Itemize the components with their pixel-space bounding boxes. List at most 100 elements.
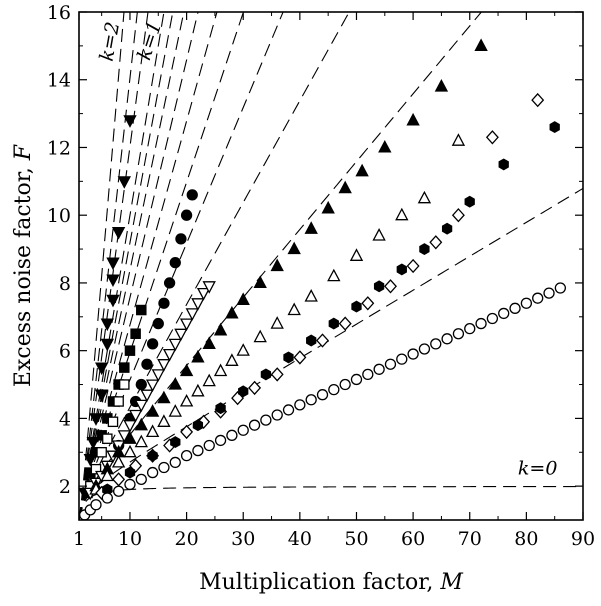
data-point-circle-open (350, 373, 363, 386)
data-point-triangle-up-open (157, 414, 171, 427)
data-point-diamond-open (451, 208, 465, 223)
data-point-hexagon-filled (192, 419, 204, 432)
data-point-triangle-up-open (179, 394, 194, 407)
data-point-circle-filled (152, 317, 164, 330)
annotation-1: k=1 (133, 18, 166, 62)
data-point-triangle-up-filled (191, 349, 205, 363)
data-point-circle-filled (163, 277, 176, 289)
data-point-circle-open (532, 292, 544, 304)
data-point-circle-open (384, 358, 397, 370)
reference-line-12 (79, 12, 138, 520)
data-point-triangle-down-filled (117, 176, 131, 189)
data-point-hexagon-filled (283, 351, 294, 364)
data-point-circle-open (146, 466, 159, 479)
data-point-triangle-up-filled (355, 163, 369, 177)
data-point-circle-open (90, 499, 102, 511)
data-point-hexagon-filled (351, 300, 362, 313)
data-point-circle-open (486, 312, 499, 325)
data-point-circle-filled (135, 378, 147, 391)
y-tick-label: 16 (47, 2, 71, 24)
data-point-circle-open (509, 302, 521, 314)
data-point-triangle-down-filled (106, 274, 120, 287)
reference-line-5 (79, 12, 244, 520)
data-point-triangle-down-filled (123, 115, 137, 128)
data-point-triangle-down-open (162, 348, 177, 362)
data-point-diamond-open (112, 472, 126, 487)
data-point-circle-open (554, 282, 566, 294)
data-point-triangle-up-filled (157, 390, 171, 404)
data-point-hexagon-filled (170, 436, 181, 449)
data-point-diamond-open (384, 279, 397, 294)
data-point-circle-filled (141, 358, 153, 370)
y-tick-label: 10 (47, 205, 71, 227)
data-point-triangle-down-open (123, 420, 137, 433)
y-tick-label: 14 (47, 70, 71, 92)
data-point-triangle-up-open (270, 316, 284, 329)
data-point-triangle-down-open (191, 298, 205, 311)
data-point-triangle-up-filled (287, 241, 301, 255)
data-point-circle-open (237, 424, 249, 436)
data-markers (78, 38, 566, 521)
data-point-triangle-up-open (451, 133, 466, 146)
reference-line-6 (79, 12, 218, 520)
data-point-hexagon-filled (373, 280, 385, 293)
reference-line-7 (79, 12, 199, 520)
data-point-triangle-down-filled (89, 413, 103, 426)
data-point-diamond-open (316, 333, 329, 348)
data-point-triangle-down-filled (100, 338, 114, 352)
data-point-square-open (113, 396, 124, 407)
data-point-hexagon-filled (396, 263, 407, 276)
x-tick-label: 40 (288, 528, 312, 550)
reference-line-3 (79, 12, 350, 520)
data-point-triangle-up-open (236, 343, 250, 356)
reference-line-8 (79, 12, 185, 520)
data-point-circle-open (396, 353, 408, 365)
data-point-circle-open (373, 363, 385, 375)
data-point-square-filled (136, 304, 147, 316)
data-point-triangle-down-filled (95, 389, 109, 403)
data-point-triangle-down-filled (106, 294, 120, 308)
data-point-circle-open (214, 434, 227, 447)
data-point-triangle-up-filled (145, 404, 160, 417)
data-point-triangle-up-open (100, 468, 114, 482)
y-tick-label: 12 (47, 137, 71, 159)
data-point-square-open (119, 379, 130, 390)
data-point-circle-open (169, 456, 181, 469)
data-point-circle-open (271, 409, 283, 421)
data-point-triangle-down-open (185, 308, 199, 321)
data-point-triangle-up-filled (474, 38, 488, 51)
data-point-circle-open (135, 473, 147, 486)
data-point-triangle-down-open (157, 359, 171, 372)
data-point-circle-filled (186, 189, 198, 201)
data-point-triangle-down-open (168, 338, 182, 352)
y-tick-label: 8 (59, 273, 71, 295)
data-point-triangle-up-open (417, 190, 432, 204)
data-point-hexagon-filled (549, 121, 560, 134)
y-axis-label: Excess noise factor, F (11, 144, 36, 387)
data-point-triangle-up-open (253, 329, 267, 343)
data-point-hexagon-filled (328, 317, 339, 330)
data-point-triangle-up-open (202, 373, 216, 387)
data-point-triangle-down-open (145, 379, 160, 392)
reference-line-11 (79, 12, 149, 520)
data-point-triangle-up-filled (123, 431, 137, 444)
data-point-triangle-up-filled (304, 221, 318, 234)
data-point-circle-open (339, 378, 351, 391)
data-point-triangle-up-open (287, 302, 301, 316)
data-point-hexagon-filled (441, 222, 453, 235)
data-point-triangle-down-open (128, 409, 143, 423)
data-point-diamond-open (270, 367, 284, 382)
annotation-2: k=0 (518, 457, 558, 479)
reference-line-0 (79, 485, 583, 520)
data-point-triangle-down-open (196, 287, 211, 301)
x-tick-label: 80 (514, 528, 538, 550)
data-point-hexagon-filled (464, 195, 475, 208)
data-point-circle-filled (175, 233, 187, 245)
data-point-triangle-up-filled (406, 112, 420, 126)
reference-line-4 (79, 12, 284, 520)
axis-ticks: 1 10 20 30 40 50 60 70 80 90 2 4 6 8 10 12 14 16 (47, 2, 595, 550)
data-point-triangle-up-open (225, 353, 239, 366)
data-point-triangle-up-filled (202, 336, 216, 350)
data-point-triangle-up-open (191, 383, 205, 397)
